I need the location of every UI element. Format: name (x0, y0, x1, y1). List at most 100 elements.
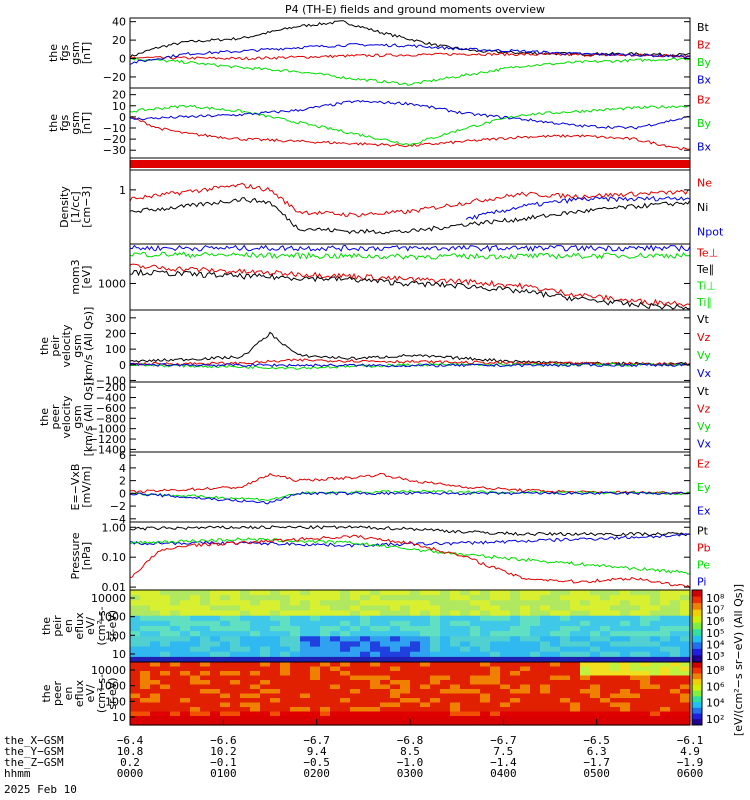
spectrogram-cell (430, 646, 441, 653)
spectrogram-cell (190, 675, 201, 681)
colorbar-swatch (692, 667, 702, 674)
spectrogram-cell (570, 605, 581, 612)
spectrogram-cell (180, 590, 191, 596)
spectrogram-cell (530, 615, 541, 622)
spectrogram-cell (200, 716, 211, 722)
spectrogram-cell (380, 610, 391, 617)
spectrogram-cell (370, 716, 381, 722)
spectrogram-cell (140, 651, 151, 658)
y-label-line: [1/cc] (69, 191, 82, 222)
spectrogram-cell (660, 641, 671, 648)
spectrogram-cell (150, 671, 161, 677)
spectrogram-cell (510, 671, 521, 677)
spectrogram-cell (480, 702, 491, 708)
spectrogram-cell (570, 684, 581, 690)
spectrogram-cell (230, 716, 241, 722)
spectrogram-cell (370, 689, 381, 695)
y-tick-label: 300 (105, 312, 126, 325)
series-bz-line (129, 52, 691, 61)
spectrogram-cell (500, 671, 511, 677)
spectrogram-cell (300, 716, 311, 722)
spectrogram-cell (280, 636, 291, 642)
spectrogram-cell (500, 615, 511, 622)
spectrogram-cell (560, 590, 571, 596)
spectrogram-cell (540, 641, 551, 648)
velocity_eer-bg (130, 382, 690, 452)
spectrogram-cell (390, 689, 401, 695)
spectrogram-cell (210, 615, 221, 622)
spectrogram-cell (670, 720, 681, 726)
spectrogram-cell (620, 702, 631, 708)
spectrogram-cell (620, 590, 631, 596)
spectrogram-cell (620, 666, 631, 672)
spectrogram-cell (570, 590, 581, 596)
spectrogram-cell (290, 620, 301, 627)
spectrogram-cell (640, 698, 651, 704)
colorbar-tick: 10⁸ (706, 664, 725, 677)
spectrogram-cell (240, 666, 251, 672)
spectrogram-cell (650, 656, 661, 663)
spectrogram-cell (370, 711, 381, 717)
spectrogram-cell (650, 646, 661, 653)
spectrogram-cell (200, 595, 211, 601)
spectrogram-cell (570, 615, 581, 622)
spectrogram-cell (170, 615, 181, 622)
spectrogram-cell (670, 698, 681, 704)
spectrogram-cell (300, 698, 311, 704)
spectrogram-cell (400, 720, 411, 726)
spectrogram-cell (400, 671, 411, 677)
spectrogram-cell (640, 595, 651, 601)
spectrogram-cell (620, 605, 631, 612)
spectrogram-cell (330, 698, 341, 704)
spectrogram-cell (340, 651, 351, 658)
spectrogram-cell (300, 671, 311, 677)
spectrogram-cell (390, 656, 401, 663)
spectrogram-cell (530, 600, 541, 606)
spectrogram-cell (480, 636, 491, 642)
spectrogram-cell (280, 646, 291, 653)
spectrogram-cell (640, 666, 651, 672)
spectrogram-cell (290, 689, 301, 695)
spectrogram-cell (190, 671, 201, 677)
spectrogram-cell (280, 716, 291, 722)
spectrogram-cell (230, 631, 241, 637)
spectrogram-cell (180, 641, 191, 648)
spectrogram-cell (580, 590, 591, 596)
spectrogram-cell (220, 595, 231, 601)
spectrogram-cell (390, 636, 401, 642)
spectrogram-cell (130, 680, 141, 686)
spectrogram-cell (630, 707, 641, 713)
spectrogram-cell (520, 631, 531, 637)
spectrogram-cell (490, 684, 501, 690)
spectrogram-cell (200, 662, 211, 668)
spectrogram-cell (140, 698, 151, 704)
spectrogram-cell (520, 698, 531, 704)
spectrogram-cell (170, 631, 181, 637)
spectrogram-cell (450, 615, 461, 622)
series-pb-line (129, 534, 691, 589)
spectrogram-cell (560, 662, 571, 668)
spectrogram-cell (420, 711, 431, 717)
spectrogram-cell (510, 651, 521, 658)
spectrogram-cell (560, 720, 571, 726)
spectrogram-cell (140, 671, 151, 677)
spectrogram-cell (270, 610, 281, 617)
spectrogram-cell (280, 666, 291, 672)
y-label-line: [nT] (80, 42, 93, 64)
spectrogram-cell (360, 615, 371, 622)
spectrogram-cell (170, 698, 181, 704)
spectrogram-cell (440, 671, 451, 677)
spectrogram-cell (480, 651, 491, 658)
spectrogram-cell (340, 698, 351, 704)
spectrogram-cell (210, 680, 221, 686)
spectrogram-cell (490, 605, 501, 612)
spectrogram-cell (170, 662, 181, 668)
legend-te∥: Te∥ (696, 263, 714, 276)
spectrogram-cell (400, 689, 411, 695)
spectrogram-cell (680, 641, 691, 648)
spectrogram-cell (540, 666, 551, 672)
spectrogram-cell (680, 707, 691, 713)
spectrogram-cell (530, 675, 541, 681)
spectrogram-cell (590, 656, 601, 663)
